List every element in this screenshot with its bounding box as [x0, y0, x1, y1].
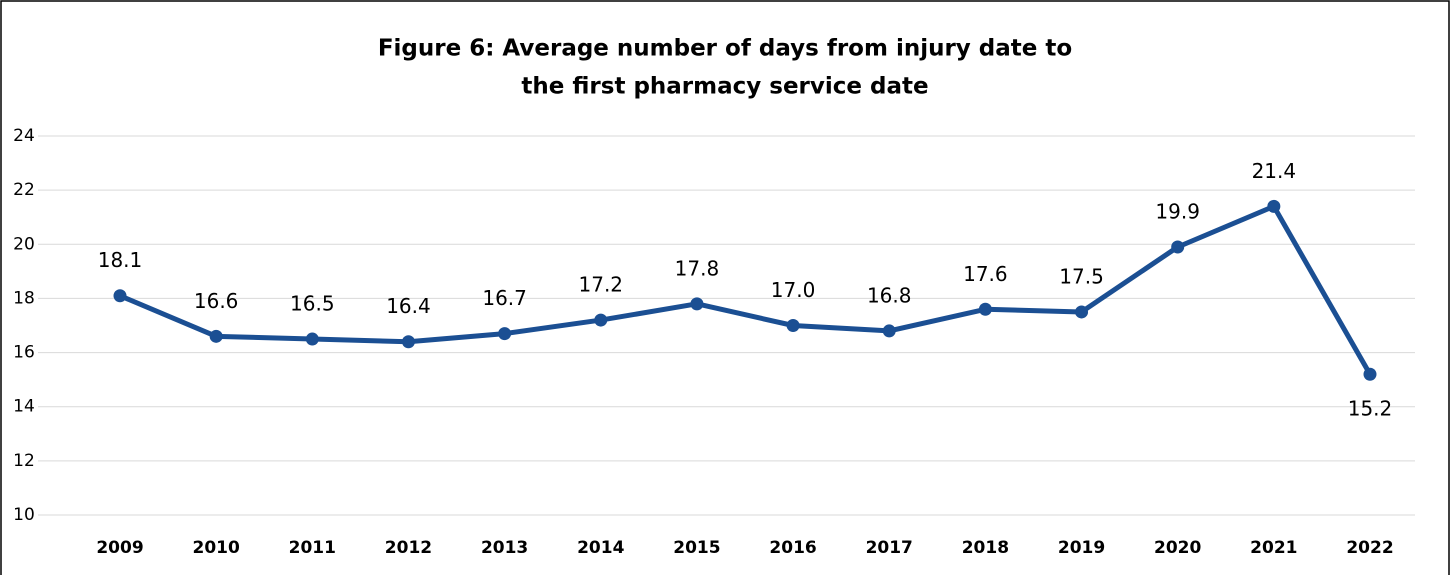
data-label: 17.2	[579, 273, 624, 297]
data-label: 21.4	[1252, 159, 1297, 183]
data-point	[1171, 240, 1185, 254]
data-point	[1363, 367, 1377, 381]
x-tick-label: 2013	[481, 538, 528, 558]
data-label: 16.4	[386, 294, 431, 318]
x-tick-label: 2012	[385, 538, 432, 558]
data-label: 16.8	[867, 283, 912, 307]
x-tick-label: 2017	[866, 538, 913, 558]
data-point	[978, 302, 992, 316]
data-point	[882, 324, 896, 338]
chart-title: the first pharmacy service date	[521, 74, 928, 100]
data-label: 19.9	[1155, 199, 1200, 223]
y-tick-label: 18	[13, 288, 35, 308]
data-label: 17.6	[963, 262, 1008, 286]
data-label: 18.1	[98, 248, 143, 272]
data-point	[401, 335, 415, 349]
data-point	[1075, 305, 1089, 319]
data-label: 16.5	[290, 292, 335, 316]
y-tick-label: 20	[13, 234, 35, 254]
data-point	[690, 297, 704, 311]
x-tick-label: 2014	[577, 538, 624, 558]
data-point	[594, 313, 608, 327]
x-tick-label: 2015	[673, 538, 720, 558]
data-point	[113, 289, 127, 303]
x-tick-label: 2022	[1346, 538, 1393, 558]
y-tick-label: 22	[13, 180, 35, 200]
data-label: 17.0	[771, 278, 816, 302]
data-label: 17.5	[1059, 264, 1104, 288]
x-tick-label: 2009	[96, 538, 143, 558]
data-point	[209, 329, 223, 343]
data-point	[786, 319, 800, 332]
x-tick-label: 2021	[1250, 538, 1297, 558]
data-line	[119, 203, 1373, 376]
chart-title: Figure 6: Average number of days from in…	[378, 36, 1072, 62]
x-tick-label: 2016	[769, 538, 816, 558]
x-tick-label: 2020	[1154, 538, 1201, 558]
data-label: 16.6	[194, 289, 239, 313]
x-tick-label: 2019	[1058, 538, 1105, 558]
data-point	[498, 327, 512, 341]
x-tick-label: 2010	[192, 538, 239, 558]
y-tick-label: 10	[13, 505, 35, 525]
data-label: 17.8	[675, 256, 720, 280]
y-tick-label: 16	[13, 343, 35, 363]
y-tick-label: 24	[13, 126, 35, 146]
data-point	[305, 332, 319, 346]
data-point	[1267, 199, 1281, 213]
y-tick-label: 12	[13, 451, 35, 471]
data-label: 16.7	[482, 286, 527, 310]
x-tick-label: 2018	[962, 538, 1009, 558]
x-tick-label: 2011	[289, 538, 336, 558]
y-tick-label: 14	[13, 397, 35, 417]
data-label: 15.2	[1348, 397, 1393, 421]
